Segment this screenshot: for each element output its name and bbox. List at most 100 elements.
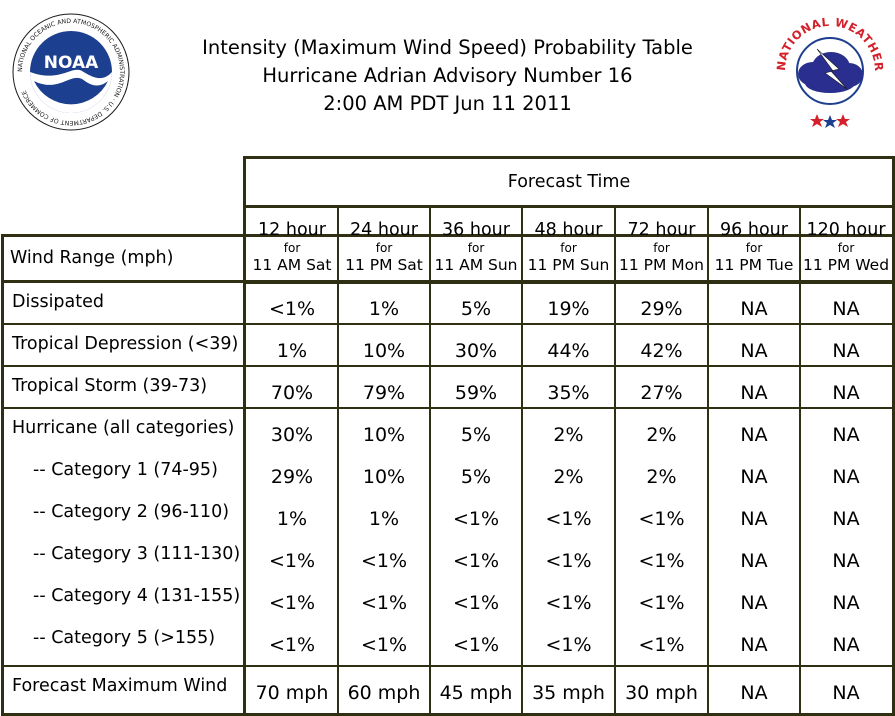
noaa-logo: NOAA NATIONAL OCEANIC AND ATMOSPHERIC AD… <box>12 13 130 131</box>
table-cell-value: <1% <box>545 550 592 572</box>
table-cell-value: <1% <box>360 634 408 656</box>
table-cell-value: <1% <box>545 634 592 656</box>
row-divider <box>1 407 895 409</box>
table-cell-value: 2% <box>553 466 584 488</box>
header-separator-line <box>1 280 895 283</box>
table-cell-value: NA <box>832 682 860 704</box>
column-divider <box>707 206 709 716</box>
column-for-label: for <box>467 241 485 255</box>
table-cell-value: 79% <box>362 382 406 404</box>
column-hour-label: 12 hour <box>258 220 326 240</box>
table-cell-value: 10% <box>362 466 406 488</box>
table-cell-value: 45 mph <box>439 682 513 704</box>
table-cell-value: <1% <box>268 298 316 320</box>
table-cell-value: <1% <box>452 592 500 614</box>
table-cell-value: 35% <box>547 382 590 404</box>
table-cell-value: 30 mph <box>625 682 698 704</box>
table-cell-value: <1% <box>545 508 592 530</box>
table-cell-value: 1% <box>276 340 308 362</box>
table-cell-value: NA <box>832 592 860 614</box>
table-cell-value: NA <box>740 682 768 704</box>
column-divider <box>521 206 523 716</box>
table-cell-value: <1% <box>452 550 500 572</box>
table-cell-value: NA <box>832 466 860 488</box>
column-for-label: for <box>745 241 763 255</box>
column-divider <box>799 206 801 716</box>
table-cell-value: 1% <box>276 508 308 530</box>
row-label: Tropical Storm (39-73) <box>12 376 208 396</box>
table-cell-value: <1% <box>452 634 500 656</box>
table-cell-value: NA <box>740 592 768 614</box>
table-cell-value: 5% <box>460 466 492 488</box>
table-cell-value: <1% <box>638 592 685 614</box>
table-cell-value: NA <box>740 508 768 530</box>
table-cell-value: 59% <box>454 382 498 404</box>
column-for-label: for <box>375 241 393 255</box>
row-label: Dissipated <box>12 292 105 312</box>
table-cell-value: <1% <box>638 634 685 656</box>
column-time-label: 11 PM Wed <box>802 256 890 274</box>
table-cell-value: NA <box>832 424 860 446</box>
row-label: -- Category 2 (96-110) <box>33 502 230 522</box>
table-cell-value: 35 mph <box>532 682 605 704</box>
table-cell-value: 29% <box>270 466 314 488</box>
row-divider <box>1 365 895 367</box>
column-divider <box>614 206 616 716</box>
table-cell-value: 27% <box>640 382 683 404</box>
table-cell-value: <1% <box>268 592 316 614</box>
column-hour-label: 36 hour <box>442 220 510 240</box>
table-cell-value: 2% <box>646 466 677 488</box>
table-cell-value: 70% <box>270 382 314 404</box>
row-label: Hurricane (all categories) <box>12 418 235 438</box>
column-time-label: 11 PM Sat <box>345 256 423 274</box>
column-time-label: 11 PM Mon <box>619 256 704 274</box>
table-cell-value: 10% <box>362 340 406 362</box>
forecast-time-separator <box>243 205 895 208</box>
page-title: Intensity (Maximum Wind Speed) Probabili… <box>202 36 693 59</box>
column-for-label: for <box>560 241 577 255</box>
row-header-label: Wind Range (mph) <box>10 248 174 268</box>
column-for-label: for <box>837 241 855 255</box>
column-hour-label: 48 hour <box>534 220 603 240</box>
table-cell-value: 30% <box>270 424 314 446</box>
table-cell-value: NA <box>740 382 768 404</box>
table-body-frame <box>1 234 895 716</box>
table-cell-value: NA <box>740 340 768 362</box>
table-cell-value: <1% <box>360 592 408 614</box>
column-divider <box>429 206 431 716</box>
column-divider <box>337 206 339 716</box>
label-column-separator <box>243 234 246 716</box>
table-cell-value: 44% <box>547 340 590 362</box>
table-cell-value: 19% <box>547 298 590 320</box>
table-cell-value: NA <box>740 298 768 320</box>
table-cell-value: 10% <box>362 424 406 446</box>
table-cell-value: <1% <box>638 508 685 530</box>
table-cell-value: 1% <box>368 508 400 530</box>
table-cell-value: <1% <box>268 634 316 656</box>
table-cell-value: NA <box>740 466 768 488</box>
advisory-time: 2:00 AM PDT Jun 11 2011 <box>323 92 572 115</box>
column-for-label: for <box>653 241 670 255</box>
column-time-label: 11 PM Tue <box>714 256 794 274</box>
table-cell-value: 2% <box>553 424 584 446</box>
column-time-label: 11 PM Sun <box>527 256 610 274</box>
column-hour-label: 24 hour <box>350 220 418 240</box>
row-label: -- Category 3 (111-130) <box>33 544 241 564</box>
page-subtitle: Hurricane Adrian Advisory Number 16 <box>262 64 633 87</box>
row-label: -- Category 1 (74-95) <box>33 460 218 480</box>
row-divider <box>1 665 895 667</box>
row-label: Forecast Maximum Wind <box>12 676 228 696</box>
row-label: -- Category 4 (131-155) <box>33 586 241 606</box>
table-cell-value: <1% <box>268 550 316 572</box>
column-hour-label: 96 hour <box>720 220 788 240</box>
table-cell-value: 30% <box>454 340 498 362</box>
forecast-time-header: Forecast Time <box>507 172 631 192</box>
table-cell-value: NA <box>832 634 860 656</box>
column-hour-label: 120 hour <box>806 220 886 240</box>
row-label: Tropical Depression (<39) <box>12 334 239 354</box>
table-cell-value: 5% <box>460 424 492 446</box>
column-time-label: 11 AM Sun <box>434 256 518 274</box>
table-cell-value: <1% <box>452 508 500 530</box>
table-cell-value: NA <box>832 340 860 362</box>
table-cell-value: 1% <box>368 298 400 320</box>
